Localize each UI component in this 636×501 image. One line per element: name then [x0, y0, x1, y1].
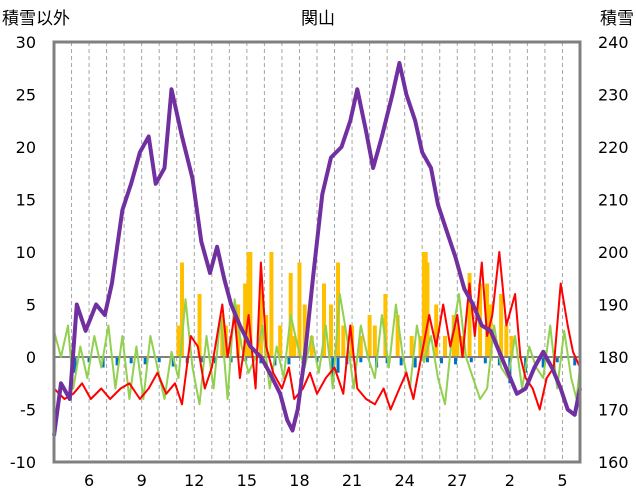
x-tick-label: 15: [237, 471, 257, 490]
left-tick-label: 0: [26, 348, 36, 367]
right-tick-label: 210: [598, 191, 629, 210]
change-bar: [413, 357, 417, 368]
precipitation-bar: [485, 283, 490, 357]
left-tick-label: 30: [16, 33, 36, 52]
precipitation-bar: [258, 283, 263, 357]
precipitation-bar: [499, 294, 504, 357]
precipitation-bar: [395, 315, 400, 357]
change-bar: [115, 357, 119, 366]
change-bar: [331, 357, 335, 378]
precipitation-bar: [383, 294, 388, 357]
precipitation-bar: [292, 336, 297, 357]
chart-title: 関山: [301, 9, 335, 29]
series-lines: [52, 61, 582, 437]
change-bar: [143, 357, 147, 365]
precipitation-bar: [176, 325, 181, 357]
precipitation-bar: [322, 283, 327, 357]
x-tick-label: 9: [137, 471, 147, 490]
x-tick-label: 6: [84, 471, 94, 490]
change-bar: [439, 357, 443, 364]
right-tick-label: 230: [598, 86, 629, 105]
change-bar: [541, 357, 545, 368]
precipitation-bar: [329, 304, 334, 357]
precipitation-bar: [509, 336, 514, 357]
right-tick-label: 170: [598, 401, 629, 420]
right-tick-label: 180: [598, 348, 629, 367]
precipitation-bar: [372, 325, 377, 357]
change-bar: [555, 357, 559, 363]
precipitation-bar: [467, 273, 472, 357]
precipitation-bar: [341, 325, 346, 357]
red-series-line: [53, 251, 581, 411]
precipitation-bar: [367, 315, 372, 357]
right-tick-label: 190: [598, 296, 629, 315]
left-tick-label: 15: [16, 191, 36, 210]
precipitation-bar: [248, 252, 253, 357]
change-bar: [454, 357, 458, 365]
change-bar: [469, 357, 473, 363]
change-bar: [87, 357, 91, 363]
left-axis-title: 積雪以外: [2, 9, 70, 29]
precipitation-bar: [455, 325, 460, 357]
x-tick-label: 21: [342, 471, 362, 490]
change-bar: [573, 357, 577, 366]
precipitation-bar: [309, 336, 314, 357]
right-tick-label: 160: [598, 453, 629, 472]
x-tick-label: 27: [447, 471, 467, 490]
precipitation-bar: [269, 252, 274, 357]
left-tick-label: -5: [20, 401, 36, 420]
precipitation-bar: [358, 336, 363, 357]
precipitation-bar: [302, 304, 307, 357]
change-bar: [425, 357, 429, 363]
right-tick-label: 240: [598, 33, 629, 52]
snow-depth-line: [52, 61, 582, 437]
left-tick-label: 5: [26, 296, 36, 315]
precipitation-bar: [197, 294, 202, 357]
right-axis-ticks: 160 170 180 190 200 210 220 230 240: [598, 33, 629, 472]
green-series-line: [53, 293, 581, 406]
precipitation-bar: [442, 336, 447, 357]
right-tick-label: 200: [598, 243, 629, 262]
left-tick-label: 25: [16, 86, 36, 105]
x-axis-ticks: 6 9 12 15 18 21 24 27 2 5: [84, 471, 568, 490]
x-tick-label: 5: [557, 471, 567, 490]
left-tick-label: 20: [16, 138, 36, 157]
change-bar: [287, 357, 291, 365]
left-tick-label: 10: [16, 243, 36, 262]
precipitation-bar: [236, 304, 241, 357]
change-bar: [157, 357, 161, 363]
left-axis-ticks: -10 -5 0 5 10 15 20 25 30: [10, 33, 36, 472]
precipitation-bar: [409, 336, 414, 357]
precipitation-bar: [425, 262, 430, 357]
precipitation-bar: [243, 283, 248, 357]
x-tick-label: 18: [289, 471, 309, 490]
change-bar: [73, 357, 77, 373]
right-axis-title: 積雪: [600, 9, 634, 29]
x-tick-label: 12: [184, 471, 204, 490]
precipitation-bar: [297, 262, 302, 357]
x-tick-label: 2: [505, 471, 515, 490]
change-bar: [359, 357, 363, 363]
change-bar: [483, 357, 487, 364]
right-tick-label: 220: [598, 138, 629, 157]
change-bar: [399, 357, 403, 366]
left-tick-label: -10: [10, 453, 36, 472]
precipitation-bar: [434, 304, 439, 357]
precipitation-bar: [504, 325, 509, 357]
precipitation-bar: [278, 325, 283, 357]
x-tick-label: 24: [394, 471, 414, 490]
precipitation-bar: [451, 315, 456, 357]
change-bar: [129, 357, 133, 364]
plot-frame: [52, 40, 582, 464]
change-bar: [199, 357, 203, 363]
change-bar: [336, 357, 340, 373]
precipitation-bar: [179, 262, 184, 357]
